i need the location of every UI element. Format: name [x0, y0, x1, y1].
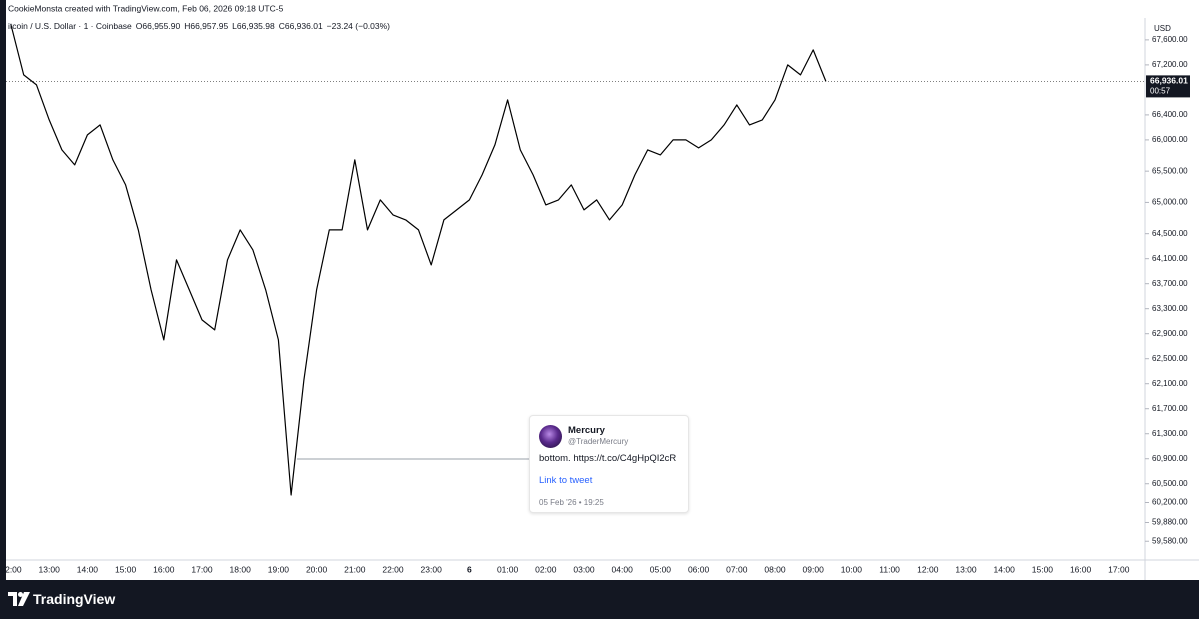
- y-tick-label: 63,700.00: [1152, 279, 1188, 288]
- legend-ohlc: C66,936.01: [279, 21, 323, 31]
- avatar: [539, 425, 562, 448]
- plot: [6, 24, 1145, 496]
- frame-left: [0, 0, 6, 580]
- x-tick-label: 15:00: [1032, 564, 1054, 574]
- x-tick-label: 13:00: [955, 564, 977, 574]
- x-tick-label: 03:00: [573, 564, 595, 574]
- x-tick-label: 15:00: [115, 564, 137, 574]
- x-tick-label: 01:00: [497, 564, 519, 574]
- footer: TradingView: [0, 580, 1199, 619]
- y-tick-label: 60,500.00: [1152, 479, 1188, 488]
- x-tick-label: 05:00: [650, 564, 672, 574]
- legend-symbol: itcoin / U.S. Dollar · 1 · Coinbase: [8, 21, 132, 31]
- x-tick-label: 6: [467, 564, 472, 574]
- last-price-box: [1146, 75, 1190, 98]
- legend: itcoin / U.S. Dollar · 1 · Coinbase O66,9…: [8, 21, 390, 31]
- x-tick-label: 20:00: [306, 564, 328, 574]
- y-tick-label: 61,300.00: [1152, 429, 1188, 438]
- x-tick-label: 17:00: [1108, 564, 1130, 574]
- y-tick-label: 66,400.00: [1152, 110, 1188, 119]
- tweet-author: Mercury: [568, 425, 605, 436]
- currency-label: USD: [1154, 24, 1171, 33]
- x-tick-label: 19:00: [268, 564, 290, 574]
- y-tick-label: 62,900.00: [1152, 329, 1188, 338]
- legend-ohlc: O66,955.90: [136, 21, 181, 31]
- y-tick-label: 67,600.00: [1152, 35, 1188, 44]
- x-tick-label: 10:00: [841, 564, 863, 574]
- x-tick-label: 16:00: [1070, 564, 1092, 574]
- y-tick-label: 60,200.00: [1152, 498, 1188, 507]
- x-tick-label: 06:00: [688, 564, 710, 574]
- y-tick-label: 59,580.00: [1152, 536, 1188, 545]
- legend-ohlc: −23.24 (−0.03%): [327, 21, 390, 31]
- x-tick-label: 11:00: [879, 564, 900, 574]
- x-tick-label: 12:00: [917, 564, 939, 574]
- y-tick-label: 65,500.00: [1152, 166, 1188, 175]
- legend-ohlc: L66,935.98: [232, 21, 275, 31]
- y-tick-label: 63,300.00: [1152, 304, 1188, 313]
- countdown-label: 00:57: [1150, 86, 1171, 95]
- x-tick-label: 23:00: [421, 564, 443, 574]
- x-tick-label: 02:00: [535, 564, 557, 574]
- y-tick-label: 61,700.00: [1152, 404, 1188, 413]
- tweet-handle: @TraderMercury: [568, 437, 629, 446]
- brand-name: TradingView: [33, 591, 116, 607]
- brand-logo: [8, 592, 30, 606]
- y-tick-label: 62,100.00: [1152, 379, 1188, 388]
- x-tick-label: 22:00: [382, 564, 404, 574]
- x-tick-label: 16:00: [153, 564, 175, 574]
- price-line: [10, 24, 827, 496]
- x-tick-label: 12:00: [0, 564, 22, 574]
- tweet-date: 05 Feb '26 • 19:25: [539, 498, 604, 507]
- x-tick-label: 09:00: [803, 564, 825, 574]
- y-tick-label: 65,000.00: [1152, 198, 1188, 207]
- x-tick-label: 08:00: [764, 564, 786, 574]
- header-text: CookieMonsta created with TradingView.co…: [8, 3, 284, 13]
- y-tick-label: 64,100.00: [1152, 254, 1188, 263]
- y-tick-label: 60,900.00: [1152, 454, 1188, 463]
- x-tick-label: 14:00: [77, 564, 99, 574]
- y-tick-label: 66,000.00: [1152, 135, 1188, 144]
- y-tick-label: 62,500.00: [1152, 354, 1188, 363]
- y-tick-label: 64,500.00: [1152, 229, 1188, 238]
- legend-ohlc: H66,957.95: [184, 21, 228, 31]
- tweet-text: bottom. https://t.co/C4gHpQI2cR: [539, 453, 677, 464]
- y-tick-label: 59,880.00: [1152, 518, 1188, 527]
- x-tick-label: 17:00: [191, 564, 213, 574]
- x-tick-label: 14:00: [994, 564, 1016, 574]
- x-tick-label: 18:00: [230, 564, 252, 574]
- x-tick-label: 13:00: [39, 564, 61, 574]
- y-tick-label: 67,200.00: [1152, 60, 1188, 69]
- tweet-link[interactable]: Link to tweet: [539, 475, 593, 486]
- last-price-label: 66,936.01: [1150, 76, 1188, 86]
- x-tick-label: 04:00: [612, 564, 634, 574]
- tweet-card: Mercury @TraderMercury bottom. https://t…: [529, 415, 689, 513]
- x-tick-label: 07:00: [726, 564, 748, 574]
- x-tick-label: 21:00: [344, 564, 366, 574]
